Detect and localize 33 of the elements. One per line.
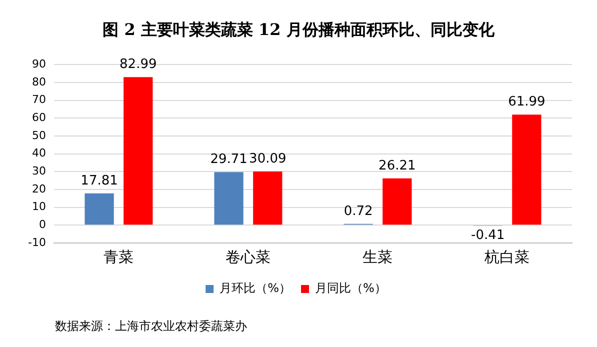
y-tick-label: 30 bbox=[32, 164, 46, 178]
legend-label: 月环比（%） bbox=[220, 281, 292, 296]
x-tick-label: 生菜 bbox=[362, 248, 393, 266]
data-label: 0.72 bbox=[344, 204, 373, 219]
source-note: 数据来源：上海市农业农村委蔬菜办 bbox=[55, 318, 247, 335]
data-label: -0.41 bbox=[471, 228, 505, 243]
y-tick-label: 80 bbox=[32, 75, 46, 88]
data-label: 61.99 bbox=[508, 94, 546, 110]
bar bbox=[124, 77, 153, 225]
bar bbox=[253, 171, 282, 225]
y-tick-label: 40 bbox=[32, 146, 46, 160]
y-tick-label: 60 bbox=[32, 110, 46, 124]
bar bbox=[382, 178, 412, 225]
data-label: 30.09 bbox=[249, 151, 286, 166]
data-label: 29.71 bbox=[210, 152, 248, 168]
data-label: 17.81 bbox=[80, 173, 118, 188]
y-tick-label: 50 bbox=[32, 128, 46, 142]
chart-title: 图 2 主要叶菜类蔬菜 12 月份播种面积环比、同比变化 bbox=[102, 19, 496, 41]
y-tick-label: -10 bbox=[28, 236, 46, 249]
y-tick-label: 70 bbox=[32, 93, 46, 106]
y-tick-label: 0 bbox=[38, 218, 46, 232]
bar bbox=[84, 193, 114, 225]
legend-label: 月同比（%） bbox=[315, 281, 386, 296]
y-tick-label: 20 bbox=[32, 182, 46, 196]
x-tick-label: 青菜 bbox=[104, 248, 134, 266]
y-tick-label: 10 bbox=[32, 200, 46, 214]
data-label: 26.21 bbox=[378, 158, 416, 174]
bar bbox=[214, 172, 244, 225]
data-label: 82.99 bbox=[120, 56, 157, 72]
y-tick-label: 90 bbox=[32, 57, 46, 70]
bar bbox=[512, 114, 542, 225]
x-tick-label: 杭白菜 bbox=[484, 248, 530, 266]
x-tick-label: 卷心菜 bbox=[226, 248, 271, 266]
